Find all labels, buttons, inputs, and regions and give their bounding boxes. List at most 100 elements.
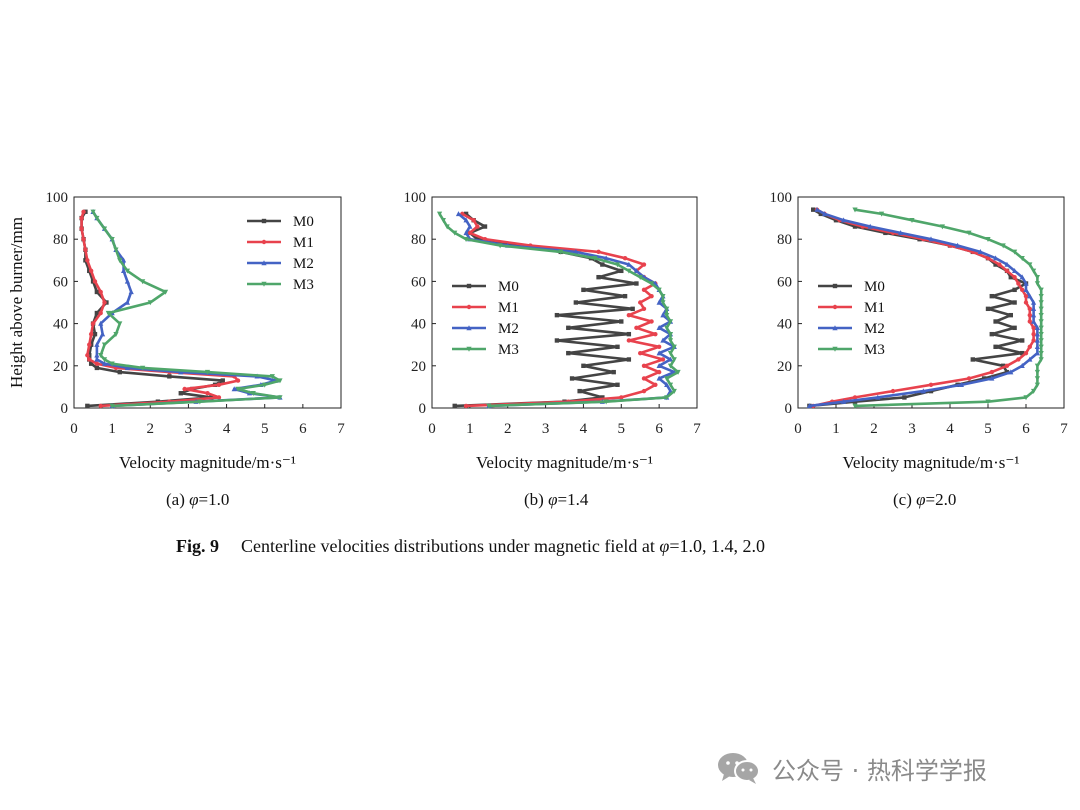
data-point-M3 [1031,268,1037,274]
data-point-M1 [1016,281,1021,286]
data-point-M3 [1038,300,1044,306]
chart-panel-2: 0 1 2 3 4 5 6 7 0 20 40 60 80 100 Velocity magnitude/m… [770,190,1069,472]
data-point-M0 [581,363,586,368]
data-point-M3 [1034,376,1040,382]
panel-label-c: (c) φ=2.0 [893,490,956,510]
data-point-M1 [638,350,643,356]
data-point-M1 [87,342,92,347]
data-point-M0 [85,403,90,409]
data-point-M2 [94,341,100,347]
data-point-M2 [1027,356,1033,362]
data-point-M3 [98,353,104,359]
data-point-M0 [452,403,457,409]
data-point-M3 [664,325,670,331]
data-point-M0 [611,369,616,375]
data-point-M2 [573,249,579,255]
data-point-M3 [1034,369,1040,375]
data-point-M3 [1038,293,1044,299]
x-tick-label: 5 [984,421,992,437]
data-point-M3 [440,218,446,224]
data-point-M2 [656,325,662,331]
legend-marker-M2 [832,325,838,331]
x-tick-label: 2 [504,421,512,437]
data-point-M1 [102,300,107,305]
x-tick-label: 6 [655,421,663,437]
data-point-M2 [128,289,134,295]
data-point-M0 [622,293,628,299]
data-point-M2 [455,211,462,217]
data-point-M0 [615,344,620,350]
data-point-M0 [577,388,582,394]
data-point-M1 [87,357,92,362]
x-axis-label: Velocity magnitude/m·s⁻¹ [119,453,296,472]
legend-label-M3: M3 [864,342,885,358]
x-tick-label: 5 [261,421,269,437]
legend-marker-M0 [832,283,838,289]
data-point-M3 [497,243,503,249]
data-point-M3 [1038,344,1044,350]
data-point-M2 [633,268,640,274]
data-point-M0 [619,319,624,324]
data-point-M1 [641,388,647,394]
y-tick-label: 40 [777,317,792,333]
data-point-M1 [619,395,624,400]
data-point-M3 [452,230,458,236]
data-point-M1 [653,331,658,337]
legend-marker-M3 [832,346,838,352]
data-point-M3 [204,369,211,375]
data-point-M2 [1008,369,1014,375]
data-point-M2 [920,388,926,394]
data-point-M2 [660,312,666,318]
data-point-M2 [98,320,104,326]
y-tick-label: 20 [777,359,792,375]
data-point-M3 [117,258,123,264]
data-point-M0 [883,230,888,236]
panel-prefix: (c) [893,490,917,509]
data-point-M0 [167,374,172,379]
data-point-M3 [660,300,666,306]
data-point-M0 [569,376,575,381]
data-point-M3 [675,369,681,375]
data-point-M2 [1023,287,1029,293]
watermark-text: 公众号 · 热科学学报 [772,756,987,785]
data-point-M2 [1023,280,1029,286]
data-point-M0 [619,268,624,274]
data-point-M3 [463,237,469,242]
x-tick-label: 6 [1022,421,1030,437]
data-point-M3 [444,224,450,230]
data-point-M1 [1023,300,1029,305]
data-point-M1 [85,353,90,358]
data-point-M2 [467,223,473,229]
data-point-M3 [105,310,111,316]
data-point-M1 [83,247,88,252]
data-point-M1 [966,376,972,381]
data-point-M2 [958,381,964,387]
data-point-M3 [1034,274,1040,280]
data-point-M2 [841,398,847,404]
data-point-M1 [79,226,84,231]
data-point-M3 [1034,363,1040,369]
data-point-M3 [667,338,674,344]
data-point-M1 [98,289,103,295]
figure-caption: Fig. 9 Centerline velocities distribution… [176,536,765,557]
data-point-M2 [1031,306,1037,312]
data-point-M3 [197,399,203,405]
watermark: 公众号 · 热科学学报 [716,748,987,788]
data-point-M2 [1034,325,1040,331]
caption-prefix: Centerline velocities distributions unde… [241,536,660,556]
data-point-M1 [641,262,647,267]
data-point-M2 [178,369,184,375]
data-point-M2 [656,350,662,356]
x-tick-label: 7 [693,421,701,437]
x-tick-label: 0 [794,421,802,437]
data-point-M1 [81,209,86,214]
data-point-M3 [1038,350,1044,356]
data-point-M2 [463,217,469,223]
x-tick-label: 0 [428,421,436,437]
data-point-M3 [1023,395,1029,401]
data-point-M1 [1027,312,1033,318]
data-point-M2 [1034,337,1040,343]
data-point-M2 [977,249,983,255]
panel-label-b: (b) φ=1.4 [524,490,588,510]
x-tick-label: 5 [618,421,626,437]
